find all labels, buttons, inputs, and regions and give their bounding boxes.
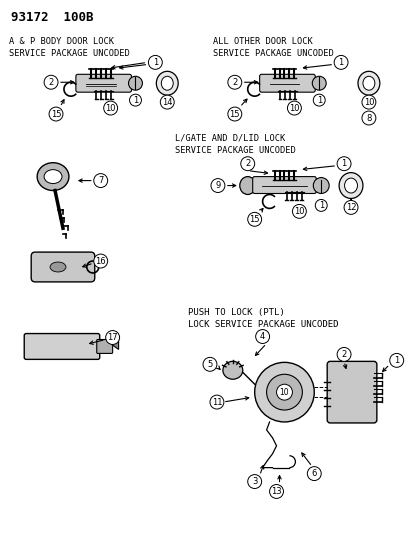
Text: 15: 15 [249,215,259,224]
Text: 10: 10 [288,103,299,112]
Ellipse shape [344,178,356,193]
Ellipse shape [37,163,69,190]
Text: 10: 10 [363,98,373,107]
Ellipse shape [338,173,362,198]
Text: PUSH TO LOCK (PTL)
LOCK SERVICE PACKAGE UNCODED: PUSH TO LOCK (PTL) LOCK SERVICE PACKAGE … [188,308,338,329]
Text: 6: 6 [311,469,316,478]
Text: 93172  100B: 93172 100B [11,11,94,24]
Circle shape [276,384,292,400]
Circle shape [389,353,403,367]
Text: 9: 9 [215,181,220,190]
Text: 10: 10 [279,387,289,397]
Circle shape [211,179,224,192]
Circle shape [313,177,328,193]
Circle shape [292,205,306,219]
Circle shape [255,329,269,343]
Text: 12: 12 [345,203,356,212]
FancyBboxPatch shape [24,334,100,359]
Ellipse shape [362,76,374,90]
Circle shape [93,174,107,188]
Circle shape [160,95,174,109]
Ellipse shape [44,169,62,183]
Ellipse shape [50,262,66,272]
Circle shape [336,157,350,171]
Circle shape [44,75,58,89]
Text: 2: 2 [244,159,250,168]
Circle shape [269,484,283,498]
Circle shape [336,348,350,361]
Circle shape [361,95,375,109]
Circle shape [254,362,313,422]
Text: 1: 1 [316,95,321,104]
Circle shape [343,200,357,214]
Circle shape [247,474,261,489]
Text: 1: 1 [318,201,323,210]
Text: 2: 2 [232,78,237,87]
Text: L/GATE AND D/LID LOCK
SERVICE PACKAGE UNCODED: L/GATE AND D/LID LOCK SERVICE PACKAGE UN… [175,134,295,156]
Text: 10: 10 [105,103,116,112]
Circle shape [227,75,241,89]
Circle shape [306,467,320,481]
Text: 5: 5 [207,360,212,369]
Text: 15: 15 [229,109,240,118]
Text: 11: 11 [211,398,222,407]
Text: 13: 13 [271,487,281,496]
Circle shape [266,374,301,410]
Circle shape [129,94,141,106]
Circle shape [247,212,261,227]
FancyBboxPatch shape [31,252,95,282]
Circle shape [240,157,254,171]
Text: 1: 1 [152,58,158,67]
Circle shape [202,358,216,372]
Ellipse shape [222,361,242,379]
Circle shape [287,101,301,115]
Text: 17: 17 [107,333,118,342]
FancyBboxPatch shape [97,340,112,353]
Circle shape [148,55,162,69]
Ellipse shape [357,71,379,95]
Text: 1: 1 [133,95,138,104]
Circle shape [105,330,119,344]
Ellipse shape [239,176,255,195]
Circle shape [313,94,325,106]
Polygon shape [112,340,118,350]
Text: 10: 10 [293,207,304,216]
Text: 1: 1 [341,159,346,168]
Text: ALL OTHER DOOR LOCK
SERVICE PACKAGE UNCODED: ALL OTHER DOOR LOCK SERVICE PACKAGE UNCO… [212,37,333,58]
Circle shape [49,107,63,121]
Ellipse shape [161,76,173,90]
Text: 15: 15 [51,109,61,118]
Ellipse shape [156,71,178,95]
FancyBboxPatch shape [259,74,315,92]
Text: A & P BODY DOOR LOCK
SERVICE PACKAGE UNCODED: A & P BODY DOOR LOCK SERVICE PACKAGE UNC… [9,37,130,58]
FancyBboxPatch shape [76,74,131,92]
Circle shape [103,101,117,115]
Text: 1: 1 [338,58,343,67]
Text: 16: 16 [95,256,106,265]
Circle shape [315,199,326,212]
Circle shape [209,395,223,409]
Text: 8: 8 [366,114,371,123]
Circle shape [361,111,375,125]
Circle shape [333,55,347,69]
Circle shape [128,76,142,90]
FancyBboxPatch shape [252,176,316,193]
Text: 2: 2 [341,350,346,359]
Text: 7: 7 [98,176,103,185]
FancyBboxPatch shape [326,361,376,423]
Circle shape [227,107,241,121]
Text: 3: 3 [252,477,257,486]
Text: 14: 14 [161,98,172,107]
Text: 4: 4 [259,332,265,341]
Circle shape [93,254,107,268]
Text: 2: 2 [48,78,54,87]
Circle shape [311,76,325,90]
Text: 1: 1 [393,356,399,365]
